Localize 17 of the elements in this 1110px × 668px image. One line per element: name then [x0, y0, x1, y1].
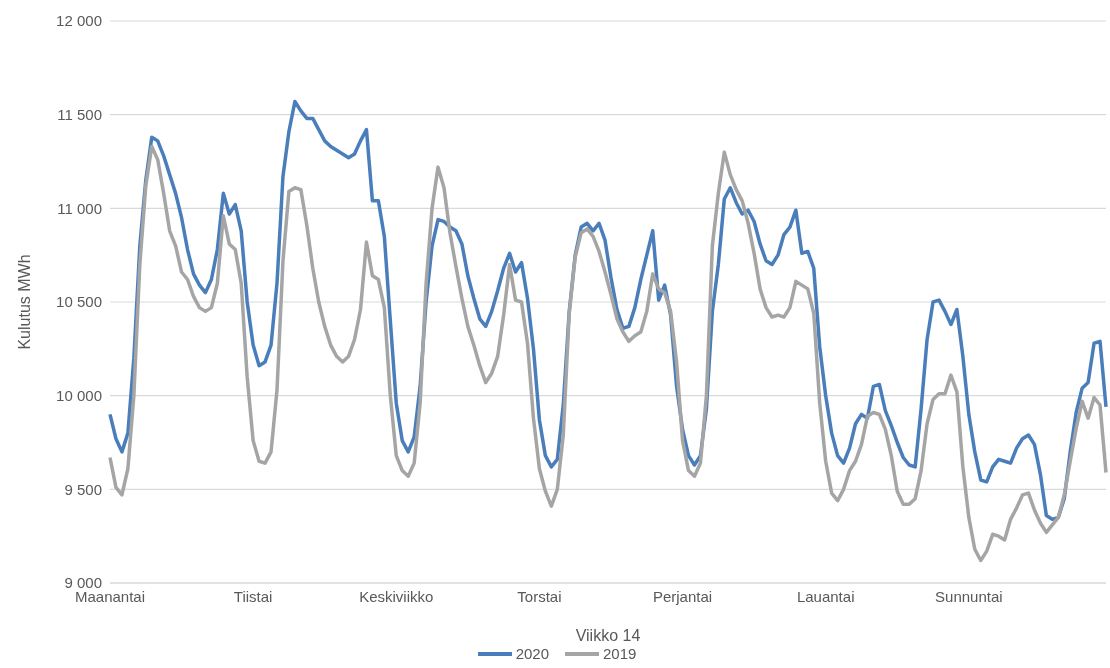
- line-series: [108, 144, 1108, 563]
- x-tick-label: Perjantai: [652, 587, 713, 605]
- x-tick-label: Keskiviikko: [359, 587, 434, 605]
- y-axis-title: Kulutus MWh: [15, 254, 33, 350]
- x-tick-label: Sunnuntai: [935, 587, 1003, 605]
- x-tick-label: Lauantai: [796, 587, 855, 605]
- legend-label: 2019: [603, 645, 637, 662]
- y-tick-label: 11 500: [57, 105, 102, 123]
- y-tick-label: 12 000: [56, 12, 102, 30]
- y-tick-label: 11 000: [57, 199, 102, 217]
- y-tick-label: 9 500: [64, 480, 102, 498]
- y-tick-label: 10 000: [56, 386, 102, 404]
- legend-label: 2020: [515, 645, 549, 662]
- x-tick-label: Tiistai: [233, 587, 273, 605]
- y-tick-label: 10 500: [56, 293, 102, 311]
- x-tick-label: Torstai: [517, 587, 562, 605]
- x-axis-title: Viikko 14: [575, 627, 641, 644]
